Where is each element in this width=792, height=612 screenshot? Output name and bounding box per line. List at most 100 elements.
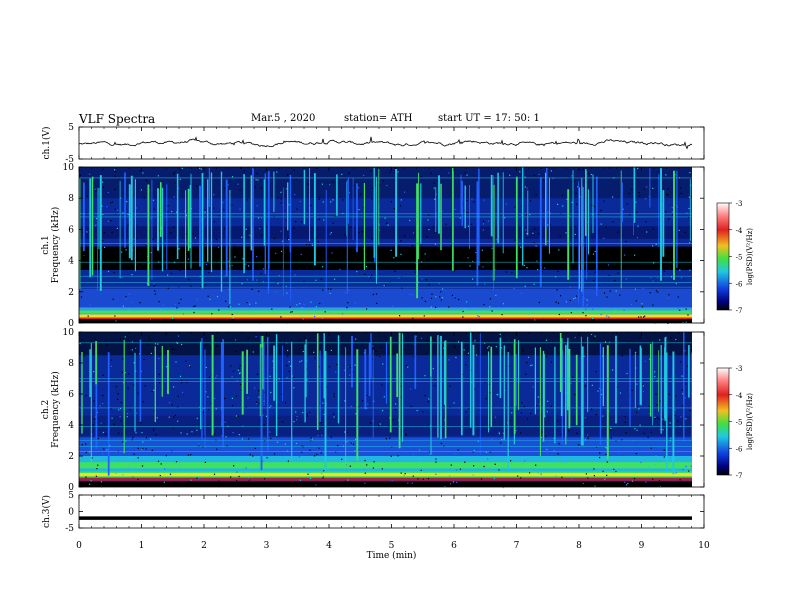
- ch1-spectrogram-speckle: [181, 167, 183, 169]
- ch1-spectrogram-speckle: [652, 187, 654, 189]
- ch2-spectrogram-speckle: [247, 397, 249, 399]
- ch2-spectrogram-speckle: [606, 461, 608, 463]
- ch2-spectrogram-speckle: [407, 366, 409, 368]
- ch1-spectrogram-speckle: [398, 277, 400, 279]
- ch1-spectrogram-speckle: [657, 248, 659, 251]
- ch1-spectrogram-speckle: [481, 319, 483, 321]
- ch1-spectrogram-speckle: [577, 186, 579, 188]
- ch1-spectrogram-speckle: [541, 271, 543, 273]
- ch2-spectrogram-speckle: [196, 477, 198, 479]
- ch1-spectrogram-speckle: [433, 187, 435, 189]
- ch2-spectrogram-speckle: [115, 472, 117, 474]
- ch1-spectrogram-speckle: [149, 319, 151, 321]
- ch2-spectrogram-speckle: [177, 335, 179, 337]
- ch2-spectrogram-speckle: [175, 361, 177, 363]
- ch1-trace: [78, 136, 693, 150]
- ch2-spectrogram-speckle: [186, 433, 188, 435]
- ch2-spectrogram-speckle: [255, 401, 257, 403]
- ch2-spectrogram-speckle: [669, 422, 671, 424]
- ch1-spectrogram-speckle: [482, 223, 484, 225]
- ch2-spectrogram-speckle: [689, 410, 691, 412]
- ch2-spectrogram-speckle: [659, 400, 661, 402]
- ch1-spectrogram-speckle: [350, 226, 352, 228]
- ch2-spectrogram-speckle: [643, 432, 645, 434]
- ch2-spectrogram-speckle: [238, 475, 240, 478]
- ch2-spectrogram-speckle: [474, 340, 476, 342]
- ch2-spectrogram-speckle: [282, 421, 284, 423]
- ch1-spectrogram-speckle: [421, 278, 423, 280]
- ch1-spectrogram-speckle: [273, 237, 276, 239]
- ch2-spectrogram-speckle: [129, 409, 131, 411]
- ch1-spectrogram-speckle: [624, 254, 626, 256]
- ch2-spectrogram-speckle: [604, 446, 607, 448]
- ch2-spectrogram-speckle: [379, 355, 381, 358]
- ch2-spectrogram-speckle: [625, 432, 627, 434]
- ch2-spectrogram-speckle: [392, 419, 394, 421]
- ch2-spectrogram-speckle: [213, 433, 216, 435]
- ch1-spectrogram-speckle: [280, 202, 282, 204]
- ch1-spectrogram-speckle: [487, 220, 489, 222]
- ch2-spectrogram-speckle: [356, 483, 358, 485]
- ch1-spectrogram-speckle: [114, 171, 116, 173]
- ch1-spectrogram-speckle: [601, 253, 603, 255]
- ch1-spectrogram-speckle: [95, 218, 98, 220]
- ch2-spectrogram-speckle: [302, 412, 304, 414]
- ch1-spectrogram-speckle: [575, 295, 578, 297]
- ch1-spectrogram-speckle: [615, 309, 617, 311]
- ch2-spectrogram-speckle: [435, 461, 437, 463]
- ch2-spectrogram-speckle: [92, 424, 94, 426]
- ch1-spectrogram-speckle: [311, 244, 314, 246]
- ch2-spectrogram-speckle: [675, 338, 677, 341]
- ch1-spectrogram-speckle: [637, 167, 639, 170]
- ch1-spectrogram-speckle: [275, 291, 277, 293]
- ch1-spectrogram-speckle: [178, 248, 180, 250]
- ch1-spectrogram-speckle: [584, 298, 586, 300]
- ch1-spectrogram-band: [79, 288, 692, 308]
- ch1-spectrogram-speckle: [261, 217, 263, 219]
- ch1-spectrogram-speckle: [324, 311, 326, 313]
- ch1-spectrogram-speckle: [641, 306, 643, 308]
- ch2-spectrogram-speckle: [310, 437, 312, 439]
- ch1-spectrogram-speckle: [186, 233, 188, 235]
- ch1-spectrogram-speckle: [650, 188, 653, 190]
- ch1-spectrogram-speckle: [601, 261, 603, 263]
- ch1-spectrogram-speckle: [265, 226, 267, 228]
- ch1-spectrogram-speckle: [322, 266, 324, 268]
- ch1-spectrogram-speckle: [142, 172, 144, 174]
- ch2-spectrogram-speckle: [306, 413, 308, 415]
- ch1-spectrogram-speckle: [547, 240, 549, 242]
- ch2-spectrogram-speckle: [232, 370, 235, 372]
- ch1-spectrogram-speckle: [681, 277, 683, 279]
- ch2-spectrogram-speckle: [252, 455, 254, 457]
- ch1-spectrogram-speckle: [82, 254, 85, 256]
- ch2-spectrogram-speckle: [547, 400, 549, 402]
- ch1-spectrogram-speckle: [526, 267, 528, 269]
- ch2-spectrogram-speckle: [675, 395, 677, 397]
- ch2-spectrogram-speckle: [231, 397, 233, 399]
- ch2-spectrogram-speckle: [236, 480, 238, 482]
- ch2-spectrogram-speckle: [252, 351, 254, 353]
- ch2-spectrogram-speckle: [137, 447, 139, 449]
- ch2-spectrogram-speckle: [508, 365, 510, 367]
- ch1-spectrogram-speckle: [110, 202, 112, 204]
- ch2-spectrogram-speckle: [465, 411, 467, 413]
- ch2-spectrogram-speckle: [593, 338, 595, 340]
- ch2-spectrogram-speckle: [318, 447, 320, 449]
- ch2-spectrogram-speckle: [550, 405, 552, 407]
- ch2-spectrogram-speckle: [348, 374, 351, 376]
- ch2-spectrogram-speckle: [128, 457, 130, 459]
- ch1-spectrogram-speckle: [185, 214, 187, 216]
- ch2-spectrogram-speckle: [594, 335, 596, 337]
- ch1-spectrogram-speckle: [523, 264, 525, 266]
- ch2-spectrogram-speckle: [521, 402, 523, 404]
- ch1-spectrogram-speckle: [464, 172, 466, 174]
- ch1-spectrogram-speckle: [371, 274, 373, 276]
- ch1-spectrogram-speckle: [592, 317, 594, 320]
- ch2-spectrogram-speckle: [680, 361, 682, 363]
- ch1-spectrogram-speckle: [144, 260, 146, 262]
- ch1-spectrogram-speckle: [255, 302, 257, 304]
- ch2-spectrogram-speckle: [545, 435, 547, 437]
- ch1-spectrogram-speckle: [139, 302, 141, 304]
- ch1-spectrogram-speckle: [228, 260, 230, 262]
- ch1-spectrogram-speckle: [652, 245, 654, 247]
